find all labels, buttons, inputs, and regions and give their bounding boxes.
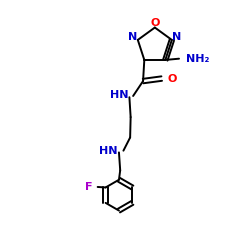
Text: HN: HN [99, 146, 118, 156]
Text: N: N [172, 32, 182, 42]
Text: O: O [167, 74, 176, 84]
Text: N: N [128, 32, 138, 42]
Text: F: F [85, 182, 93, 192]
Text: O: O [150, 18, 160, 28]
Text: HN: HN [110, 90, 128, 101]
Text: NH₂: NH₂ [186, 54, 210, 64]
